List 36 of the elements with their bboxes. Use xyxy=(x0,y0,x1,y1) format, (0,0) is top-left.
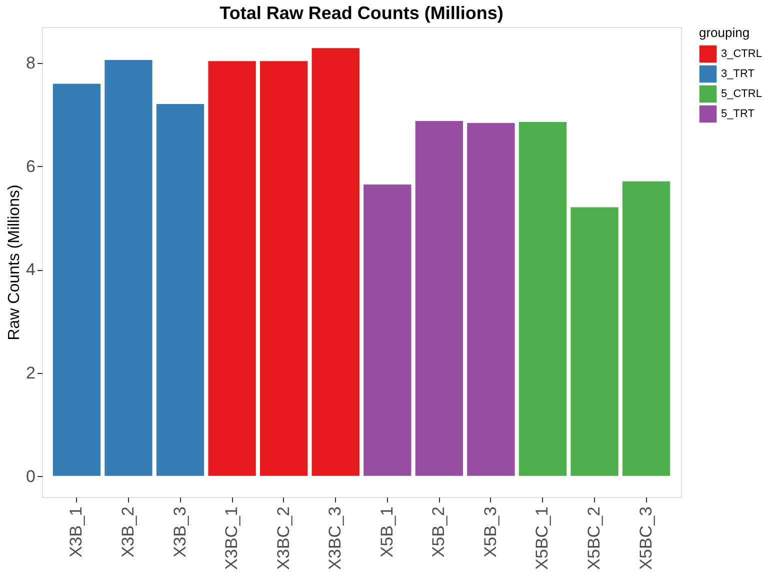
legend-label: 3_CTRL xyxy=(721,48,762,60)
y-tick-label: 6 xyxy=(26,156,36,176)
legend-title: grouping xyxy=(699,25,750,40)
x-tick-label: X5B_3 xyxy=(480,506,500,558)
x-tick-label: X5BC_1 xyxy=(532,506,552,570)
chart-title: Total Raw Read Counts (Millions) xyxy=(220,3,504,23)
x-tick-label: X3B_3 xyxy=(170,506,190,558)
x-tick-label: X3B_2 xyxy=(118,506,138,558)
x-tick-label: X5BC_3 xyxy=(636,506,656,570)
x-tick-label: X5B_1 xyxy=(377,506,396,558)
x-tick-label: X5B_2 xyxy=(429,506,448,558)
bar xyxy=(621,180,672,477)
bar xyxy=(570,206,620,477)
bar xyxy=(155,102,206,477)
bar xyxy=(414,120,464,477)
legend-label: 3_TRT xyxy=(721,68,755,80)
bar xyxy=(52,82,102,477)
bar xyxy=(362,184,412,477)
x-tick-label: X3B_1 xyxy=(66,506,86,558)
y-tick-label: 4 xyxy=(26,260,36,280)
x-tick-label: X3BC_1 xyxy=(222,506,242,570)
bar xyxy=(518,121,568,477)
x-tick-label: X5BC_2 xyxy=(584,506,604,570)
bar xyxy=(466,122,516,477)
legend-label: 5_TRT xyxy=(721,108,755,120)
bar xyxy=(104,59,154,477)
bar xyxy=(310,47,360,477)
y-axis-title: Raw Counts (Millions) xyxy=(6,184,24,340)
y-tick-label: 8 xyxy=(26,54,36,73)
legend-label: 5_CTRL xyxy=(721,88,762,100)
y-tick-label: 0 xyxy=(26,466,36,486)
x-tick-label: X3BC_2 xyxy=(274,506,293,570)
y-tick-label: 2 xyxy=(26,364,36,383)
bar xyxy=(207,60,257,477)
bar xyxy=(258,60,309,477)
x-tick-label: X3BC_3 xyxy=(326,506,345,570)
